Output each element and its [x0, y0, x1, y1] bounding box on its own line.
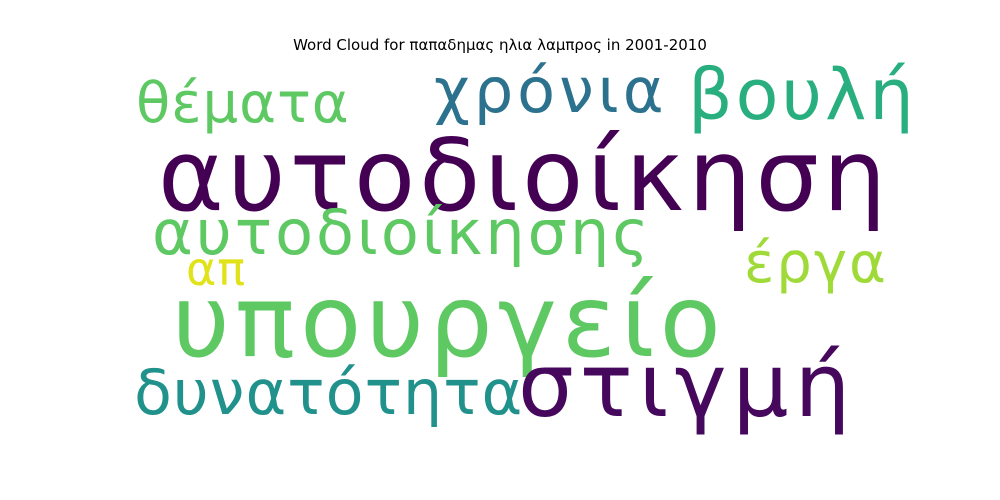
word-10: απ [186, 242, 247, 296]
word-5: δυνατότητα [134, 356, 524, 429]
word-6: χρόνια [434, 54, 668, 127]
word-8: θέματα [136, 71, 350, 136]
word-2: υπουργείο [172, 263, 726, 380]
word-9: έργα [744, 231, 888, 296]
word-4: αυτοδιοίκησης [152, 196, 652, 269]
chart-title: Word Cloud for παπαδημας ηλια λαμπρος in… [293, 36, 707, 54]
word-7: βουλή [688, 54, 917, 136]
word-3: στιγμή [518, 334, 857, 437]
word-cloud: αυτοδιοίκηση χρόνια βουλή θέματα αυτοδιοίκησ… [130, 54, 914, 440]
word-1: αυτοδιοίκηση [158, 117, 891, 234]
